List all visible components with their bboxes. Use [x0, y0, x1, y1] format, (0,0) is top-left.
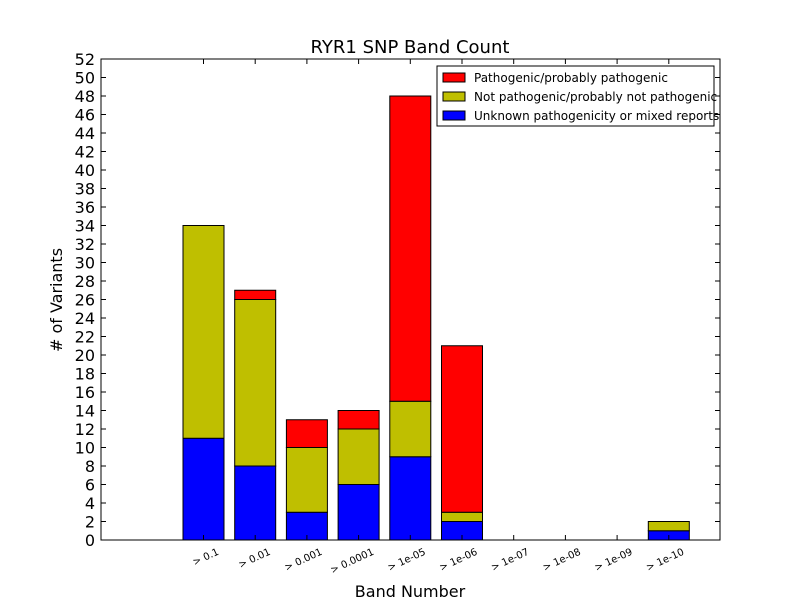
y-tick-label: 24 [75, 309, 95, 328]
y-tick-label: 16 [75, 383, 95, 402]
y-axis-title: # of Variants [47, 248, 66, 352]
legend-swatch [442, 110, 466, 121]
y-tick-label: 38 [75, 180, 95, 199]
legend-swatch [442, 91, 466, 102]
bar-unknown-4 [389, 456, 432, 541]
y-tick-label: 8 [85, 457, 95, 476]
bars-layer [182, 95, 690, 541]
x-axis-title: Band Number [355, 582, 466, 600]
y-tick-label: 36 [75, 198, 95, 217]
y-tick-label: 44 [75, 124, 95, 143]
legend-frame [436, 65, 715, 127]
y-tick-label: 12 [75, 420, 95, 439]
legend-label: Not pathogenic/probably not pathogenic [474, 90, 717, 104]
y-tick-label: 30 [75, 254, 95, 273]
legend-label: Unknown pathogenicity or mixed reports [474, 109, 719, 123]
y-tick-label: 20 [75, 346, 95, 365]
bar-not-pathogenic-2 [285, 447, 328, 513]
y-tick-label: 28 [75, 272, 95, 291]
y-tick-label: 2 [85, 513, 95, 532]
y-tick-label: 32 [75, 235, 95, 254]
y-tick-label: 22 [75, 328, 95, 347]
y-tick-label: 46 [75, 106, 95, 125]
y-tick-label: 42 [75, 143, 95, 162]
y-tick-label: 40 [75, 161, 95, 180]
bar-not-pathogenic-9 [647, 521, 690, 532]
bar-not-pathogenic-0 [182, 225, 225, 439]
bar-unknown-1 [234, 465, 277, 541]
y-axis-ticks: 0246810121416182022242628303234363840424… [75, 50, 720, 550]
bar-not-pathogenic-3 [337, 428, 380, 485]
y-tick-label: 0 [85, 531, 95, 550]
chart-title: RYR1 SNP Band Count [311, 37, 510, 58]
y-tick-label: 50 [75, 69, 95, 88]
legend-swatch [442, 72, 466, 83]
y-tick-label: 10 [75, 439, 95, 458]
y-tick-label: 6 [85, 476, 95, 495]
y-tick-label: 52 [75, 50, 95, 69]
y-tick-label: 48 [75, 87, 95, 106]
y-tick-label: 4 [85, 494, 95, 513]
bar-pathogenic-3 [337, 410, 380, 430]
legend-label: Pathogenic/probably pathogenic [474, 71, 668, 85]
bar-pathogenic-5 [441, 345, 483, 513]
y-tick-label: 34 [75, 217, 95, 236]
bar-not-pathogenic-1 [234, 299, 277, 467]
y-tick-label: 18 [75, 365, 95, 384]
bar-unknown-3 [337, 484, 380, 541]
bar-unknown-0 [182, 437, 225, 541]
bar-not-pathogenic-5 [441, 511, 483, 522]
bar-pathogenic-2 [285, 419, 328, 448]
bar-pathogenic-4 [389, 95, 432, 402]
y-tick-label: 26 [75, 291, 95, 310]
bar-pathogenic-1 [234, 289, 277, 300]
legend: Pathogenic/probably pathogenic Not pathog… [436, 65, 719, 127]
y-tick-label: 14 [75, 402, 95, 421]
bar-not-pathogenic-4 [389, 400, 432, 458]
